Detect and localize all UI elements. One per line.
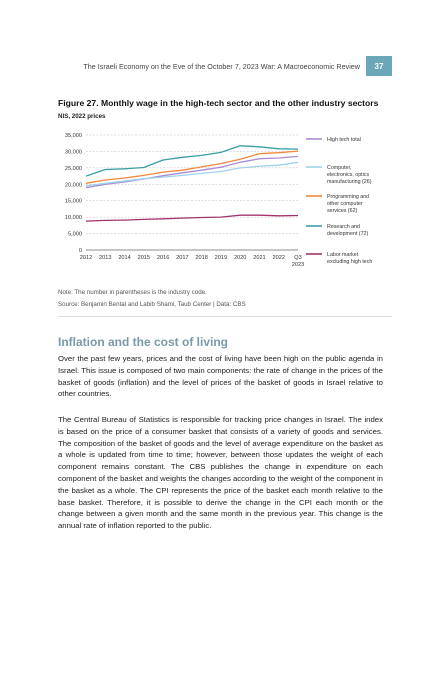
x-axis: 2012 2013 2014 2015 2016 2017 2018 2019 2020 2021… [80, 249, 304, 268]
figure-note: Note: The number in parentheses is the i… [58, 289, 207, 296]
y-tick-label: 35,000 [65, 133, 82, 139]
page-number: 37 [366, 56, 392, 76]
divider [58, 316, 392, 317]
paragraph-1: Over the past few years, prices and the … [58, 354, 383, 399]
y-axis: 0 5,000 10,000 15,000 20,000 25,000 30,000 35,0… [65, 133, 82, 254]
x-tick-label: 2020 [234, 255, 246, 261]
chart-legend: High tech total Computer,electronics, opt… [306, 137, 372, 265]
legend-label: Research and [327, 224, 360, 230]
x-tick-label: 2018 [195, 255, 207, 261]
wage-line-chart: 0 5,000 10,000 15,000 20,000 25,000 30,000 35,0… [65, 133, 373, 268]
legend-label: other computer [327, 201, 363, 207]
y-tick-label: 0 [79, 248, 82, 254]
y-tick-label: 5,000 [68, 232, 82, 238]
page-header: The Israeli Economy on the Eve of the Oc… [58, 56, 392, 78]
x-tick-label: 2015 [138, 255, 150, 261]
legend-label: High tech total [327, 137, 361, 143]
y-tick-label: 15,000 [65, 199, 82, 205]
legend-label: manufacturing (26) [327, 179, 372, 185]
x-tick-label-last: 2023 [292, 262, 304, 268]
section-title: Inflation and the cost of living [58, 335, 228, 349]
paragraph-2: The Central Bureau of Statistics is resp… [58, 415, 383, 531]
running-title: The Israeli Economy on the Eve of the Oc… [83, 62, 360, 71]
y-tick-label: 25,000 [65, 166, 82, 172]
series-line [85, 150, 299, 184]
chart-gridlines [86, 134, 298, 234]
legend-label: Labor market [327, 252, 359, 258]
x-tick-label: 2017 [176, 255, 188, 261]
legend-label: electronics, optics [327, 172, 369, 178]
chart-series [85, 145, 299, 222]
series-line [85, 214, 299, 222]
legend-label: Programming and [327, 194, 369, 200]
y-tick-label: 20,000 [65, 182, 82, 188]
legend-label: Computer, [327, 165, 351, 171]
x-tick-label: 2013 [99, 255, 111, 261]
figure-source: Source: Benjamin Bental and Labib Shami,… [58, 301, 246, 308]
series-line [85, 155, 299, 189]
series-line [85, 161, 299, 187]
series-line [85, 145, 299, 177]
x-tick-label-last: Q3 [294, 255, 301, 261]
x-tick-label: 2019 [215, 255, 227, 261]
x-tick-label: 2022 [273, 255, 285, 261]
legend-label: excluding high tech [327, 259, 372, 265]
x-tick-label: 2014 [118, 255, 130, 261]
figure-title: Figure 27. Monthly wage in the high-tech… [58, 98, 379, 108]
legend-label: services (62) [327, 208, 358, 214]
x-tick-label: 2012 [80, 255, 92, 261]
legend-label: development (72) [327, 231, 368, 237]
x-tick-label: 2016 [157, 255, 169, 261]
y-tick-label: 30,000 [65, 149, 82, 155]
figure-subtitle: NIS, 2022 prices [58, 113, 106, 120]
y-tick-label: 10,000 [65, 215, 82, 221]
x-tick-label: 2021 [253, 255, 265, 261]
